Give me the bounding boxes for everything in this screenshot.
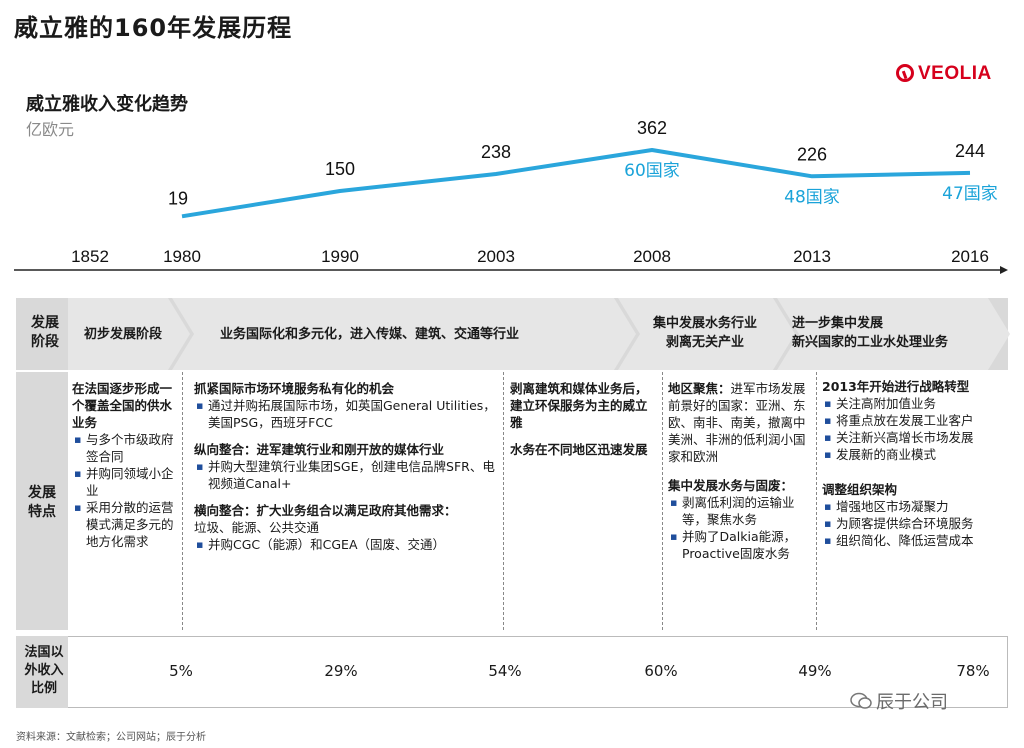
col5-heading-1: 2013年开始进行战略转型: [822, 379, 970, 394]
stage-arrow-1: [68, 298, 190, 370]
stage-label-3: 集中发展水务行业 剥离无关产业: [652, 316, 757, 350]
timeline-tick-label: 2008: [633, 247, 671, 266]
list-item: 发展新的商业模式: [822, 446, 1012, 463]
revenue-data-label: 244: [955, 141, 985, 161]
stage-label-2: 业务国际化和多元化，进入传媒、建筑、交通等行业: [220, 327, 520, 342]
col4-heading-2: 集中发展水务与固废：: [668, 478, 794, 493]
foreign-revenue-value: 78%: [956, 662, 990, 680]
country-count-label: 48国家: [784, 187, 840, 207]
col2-heading-3: 横向整合：扩大业务组合以满足政府其他需求：: [194, 503, 457, 518]
stage-label-4: 进一步集中发展 新兴国家的工业水处理业务: [792, 316, 949, 350]
veolia-logo-icon: [896, 64, 914, 82]
col2-heading-2: 纵向整合：进军建筑行业和刚开放的媒体行业: [194, 442, 445, 457]
revenue-data-label: 150: [325, 159, 355, 179]
list-item: 采用分散的运营模式满足多元的地方化需求: [72, 499, 178, 550]
col4-para-rest: 进军市场发展前景好的国家：亚洲、东欧、南非、南美，撤离中美洲、非洲的低利润小国家…: [668, 381, 806, 464]
features-col-2: 抓紧国际市场环境服务私有化的机会 通过并购拓展国际市场，如英国General U…: [194, 380, 500, 553]
foreign-revenue-value: 54%: [488, 662, 522, 680]
timeline-tick-label: 2003: [477, 247, 515, 266]
stage-arrow-2: [172, 298, 636, 370]
list-item: 与多个市级政府签合同: [72, 431, 178, 465]
revenue-data-label: 19: [168, 188, 188, 208]
foreign-revenue-value: 5%: [169, 662, 193, 680]
chart-title: 威立雅收入变化趋势: [26, 94, 188, 115]
col1-heading: 在法国逐步形成一个覆盖全国的供水业务: [72, 381, 173, 430]
features-col-5: 2013年开始进行战略转型 关注高附加值业务 将重点放在发展工业客户 关注新兴高…: [822, 378, 1012, 549]
timeline-tick-label: 1990: [321, 247, 359, 266]
col5-heading-2: 调整组织架构: [822, 482, 898, 497]
column-divider: [503, 372, 504, 630]
page-title: 威立雅的160年发展历程: [14, 14, 293, 42]
foreign-revenue-value: 60%: [644, 662, 678, 680]
timeline-tick-label: 1852: [71, 247, 109, 266]
features-col-1: 在法国逐步形成一个覆盖全国的供水业务 与多个市级政府签合同 并购同领域小企业 采…: [72, 380, 178, 550]
foreign-revenue-value: 29%: [324, 662, 358, 680]
features-row-background: [16, 372, 68, 630]
timeline-tick-label: 2016: [951, 247, 989, 266]
stages-arrows: [68, 298, 1010, 370]
revenue-series-line: [181, 148, 971, 219]
list-item: 通过并购拓展国际市场，如英国General Utilities，美国PSG，西班…: [194, 397, 500, 431]
foreign-revenue-value: 49%: [798, 662, 832, 680]
features-col-4: 地区聚焦：进军市场发展前景好的国家：亚洲、东欧、南非、南美，撤离中美洲、非洲的低…: [668, 380, 812, 562]
country-count-label: 60国家: [624, 161, 680, 181]
veolia-logo: VEOLIA: [894, 62, 1006, 88]
list-item: 并购大型建筑行业集团SGE，创建电信品牌SFR、电视频道Canal+: [194, 458, 500, 492]
wechat-icon: [850, 692, 872, 709]
country-count-label: 47国家: [942, 184, 998, 204]
col4-para-bold: 地区聚焦：: [668, 381, 731, 396]
features-col-3: 剥离建筑和媒体业务后，建立环保服务为主的威立雅 水务在不同地区迅速发展: [510, 380, 656, 458]
list-item: 为顾客提供综合环境服务: [822, 515, 1012, 532]
stage-arrow-4: [777, 298, 1010, 370]
list-item: 将重点放在发展工业客户: [822, 412, 1012, 429]
foreign-revenue-row-background: [16, 636, 68, 708]
source-note: 资料来源：文献检索；公司网站；辰于分析: [16, 732, 206, 743]
list-item: 并购CGC（能源）和CGEA（固废、交通）: [194, 536, 500, 553]
list-item: 关注高附加值业务: [822, 395, 1012, 412]
list-item: 剥离低利润的运输业等，聚焦水务: [668, 494, 812, 528]
features-row-label: 发展 特点: [28, 485, 56, 520]
col3-paragraph-2: 水务在不同地区迅速发展: [510, 442, 648, 457]
column-divider: [662, 372, 663, 630]
stage-arrow-3: [618, 298, 795, 370]
col2-heading-1: 抓紧国际市场环境服务私有化的机会: [194, 381, 395, 396]
list-item: 组织简化、降低运营成本: [822, 532, 1012, 549]
chart-unit: 亿欧元: [26, 120, 75, 139]
foreign-revenue-row-label: 法国以 外收入 比例: [24, 645, 64, 696]
list-item: 并购同领域小企业: [72, 465, 178, 499]
column-divider: [182, 372, 183, 630]
list-item: 关注新兴高增长市场发展: [822, 429, 1012, 446]
timeline-tick-label: 1980: [163, 247, 201, 266]
timeline-axis-arrowhead: [1000, 266, 1008, 274]
veolia-logo-text: VEOLIA: [918, 63, 992, 84]
col4-paragraph: 地区聚焦：进军市场发展前景好的国家：亚洲、东欧、南非、南美，撤离中美洲、非洲的低…: [668, 380, 812, 465]
revenue-line-chart: 1852 1980 1990 2003 2008 2013 2016 19 150 238 362 2…: [14, 118, 1008, 274]
stage-label-1: 初步发展阶段: [84, 327, 163, 342]
list-item: 并购了Dalkia能源，Proactive固废水务: [668, 528, 812, 562]
revenue-data-label: 226: [797, 144, 827, 164]
timeline-tick-label: 2013: [793, 247, 831, 266]
col3-paragraph-1: 剥离建筑和媒体业务后，建立环保服务为主的威立雅: [510, 381, 648, 430]
watermark-text: 辰于公司: [876, 692, 948, 713]
col2-subtext: 垃圾、能源、公共交通: [194, 520, 320, 535]
revenue-data-label: 362: [637, 118, 667, 138]
column-divider: [816, 372, 817, 630]
revenue-data-label: 238: [481, 142, 511, 162]
stages-row-label: 发展 阶段: [31, 315, 59, 350]
list-item: 增强地区市场凝聚力: [822, 498, 1012, 515]
